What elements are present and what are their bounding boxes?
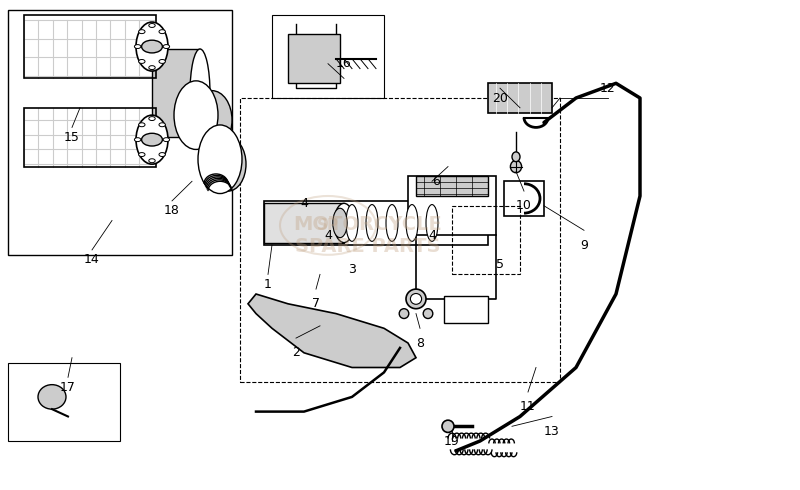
Circle shape	[149, 24, 155, 27]
Ellipse shape	[399, 309, 409, 318]
Text: 2: 2	[292, 346, 300, 359]
Text: 8: 8	[416, 337, 424, 349]
Circle shape	[159, 30, 166, 34]
Circle shape	[134, 138, 141, 142]
Text: 12: 12	[600, 82, 616, 95]
Text: 10: 10	[516, 199, 532, 212]
Ellipse shape	[346, 205, 358, 241]
Text: 9: 9	[580, 239, 588, 251]
Ellipse shape	[136, 22, 168, 71]
Text: 19: 19	[444, 435, 460, 447]
Ellipse shape	[406, 289, 426, 309]
Text: 16: 16	[336, 57, 352, 70]
Ellipse shape	[512, 152, 520, 162]
Ellipse shape	[426, 205, 438, 241]
Ellipse shape	[410, 294, 422, 304]
Text: 7: 7	[312, 297, 320, 310]
Circle shape	[149, 66, 155, 70]
Bar	[444, 296, 488, 323]
Text: 1: 1	[264, 278, 272, 291]
Circle shape	[149, 159, 155, 163]
Ellipse shape	[333, 208, 347, 238]
Ellipse shape	[442, 420, 454, 432]
Text: 3: 3	[348, 263, 356, 276]
Ellipse shape	[38, 385, 66, 409]
Bar	[240, 98, 560, 382]
Text: 15: 15	[64, 131, 80, 144]
Ellipse shape	[136, 115, 168, 164]
Bar	[24, 108, 156, 167]
Bar	[416, 176, 488, 196]
Bar	[452, 206, 520, 274]
Text: 4: 4	[324, 229, 332, 242]
Ellipse shape	[510, 161, 522, 173]
Circle shape	[138, 30, 145, 34]
Bar	[288, 34, 340, 83]
Ellipse shape	[198, 125, 242, 194]
Ellipse shape	[334, 203, 354, 243]
Bar	[152, 49, 200, 137]
Circle shape	[138, 123, 145, 127]
Text: 4: 4	[300, 197, 308, 210]
Circle shape	[134, 45, 141, 49]
Text: 14: 14	[84, 253, 100, 266]
Bar	[408, 176, 496, 235]
Circle shape	[142, 40, 162, 53]
Circle shape	[138, 152, 145, 156]
Text: MOTORCYCLE
SPARE PARTS: MOTORCYCLE SPARE PARTS	[294, 215, 442, 256]
Bar	[504, 181, 544, 216]
Ellipse shape	[192, 91, 232, 149]
Ellipse shape	[366, 205, 378, 241]
Ellipse shape	[406, 205, 418, 241]
Bar	[24, 15, 156, 78]
Text: 18: 18	[164, 204, 180, 217]
Ellipse shape	[174, 81, 218, 149]
Circle shape	[159, 59, 166, 63]
Text: 13: 13	[544, 425, 560, 438]
Bar	[264, 201, 488, 245]
Text: 4: 4	[428, 229, 436, 242]
Polygon shape	[248, 294, 416, 368]
Bar	[8, 363, 120, 441]
Bar	[264, 203, 344, 243]
Text: 11: 11	[520, 400, 536, 413]
Text: 6: 6	[432, 175, 440, 188]
Text: 20: 20	[492, 92, 508, 104]
Text: 5: 5	[496, 258, 504, 271]
Bar	[488, 83, 552, 113]
Bar	[8, 10, 232, 255]
Circle shape	[159, 123, 166, 127]
Circle shape	[138, 59, 145, 63]
Ellipse shape	[210, 137, 246, 191]
Ellipse shape	[386, 205, 398, 241]
Circle shape	[142, 133, 162, 146]
Circle shape	[149, 117, 155, 121]
Circle shape	[163, 45, 170, 49]
Text: SP: SP	[317, 218, 339, 233]
Text: 17: 17	[60, 381, 76, 393]
Bar	[272, 15, 384, 98]
Ellipse shape	[190, 49, 210, 137]
Ellipse shape	[423, 309, 433, 318]
Circle shape	[159, 152, 166, 156]
Circle shape	[163, 138, 170, 142]
